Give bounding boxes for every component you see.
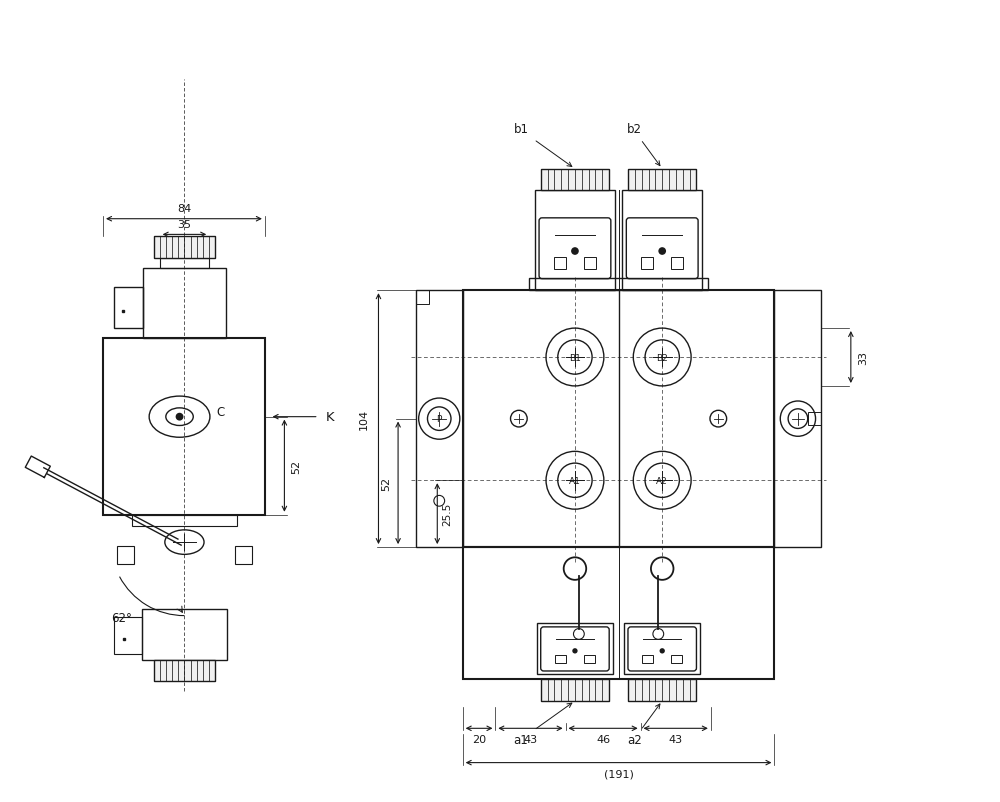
Text: 35: 35 — [177, 221, 191, 230]
Text: b1: b1 — [514, 124, 529, 136]
Bar — [463, 291, 774, 547]
Bar — [541, 169, 609, 191]
Text: B1: B1 — [569, 353, 581, 362]
Bar — [671, 655, 682, 663]
Bar — [584, 655, 595, 663]
Circle shape — [658, 248, 666, 256]
Text: 104: 104 — [359, 408, 369, 430]
Text: a1: a1 — [514, 733, 528, 747]
Bar — [235, 546, 252, 564]
Text: (191): (191) — [604, 768, 634, 779]
Bar — [132, 515, 237, 527]
Bar — [642, 655, 653, 663]
Text: 62°: 62° — [111, 611, 132, 624]
Bar — [535, 191, 615, 291]
Bar — [624, 624, 700, 674]
Text: A2: A2 — [656, 476, 668, 485]
Bar — [416, 291, 463, 547]
Bar — [628, 679, 696, 701]
Bar — [671, 257, 683, 269]
Bar — [541, 679, 609, 701]
Text: 52: 52 — [381, 476, 391, 490]
Circle shape — [653, 629, 664, 639]
Bar — [154, 237, 215, 258]
Bar — [622, 191, 702, 291]
Bar — [463, 547, 774, 679]
Text: P: P — [437, 415, 442, 423]
Bar — [114, 287, 143, 328]
Bar — [537, 624, 613, 674]
Text: C: C — [217, 406, 225, 419]
Circle shape — [572, 648, 578, 654]
Text: K: K — [326, 411, 334, 423]
Text: 33: 33 — [858, 350, 868, 365]
Bar — [555, 655, 566, 663]
Bar — [142, 609, 227, 660]
Text: A1: A1 — [569, 476, 581, 485]
Text: 84: 84 — [177, 204, 191, 213]
Text: b2: b2 — [627, 124, 642, 136]
Text: B2: B2 — [656, 353, 668, 362]
Text: a2: a2 — [627, 733, 642, 747]
Bar — [584, 257, 596, 269]
Bar — [554, 257, 566, 269]
Bar — [808, 412, 821, 426]
Text: 52: 52 — [291, 459, 301, 473]
Text: 20: 20 — [472, 735, 486, 744]
Bar — [628, 169, 696, 191]
Bar — [154, 660, 215, 682]
Text: 46: 46 — [596, 735, 610, 744]
Circle shape — [571, 248, 579, 256]
Bar — [160, 258, 209, 269]
Bar — [143, 269, 226, 339]
Bar — [641, 257, 653, 269]
Bar — [117, 546, 134, 564]
Bar — [103, 339, 265, 515]
Circle shape — [176, 413, 183, 421]
Circle shape — [660, 648, 665, 654]
Circle shape — [573, 629, 584, 639]
Bar — [529, 278, 708, 291]
Text: 43: 43 — [669, 735, 683, 744]
Bar — [416, 291, 429, 305]
Text: 25.5: 25.5 — [442, 502, 452, 525]
Bar — [774, 291, 821, 547]
Text: 43: 43 — [523, 735, 538, 744]
Bar — [114, 617, 142, 654]
